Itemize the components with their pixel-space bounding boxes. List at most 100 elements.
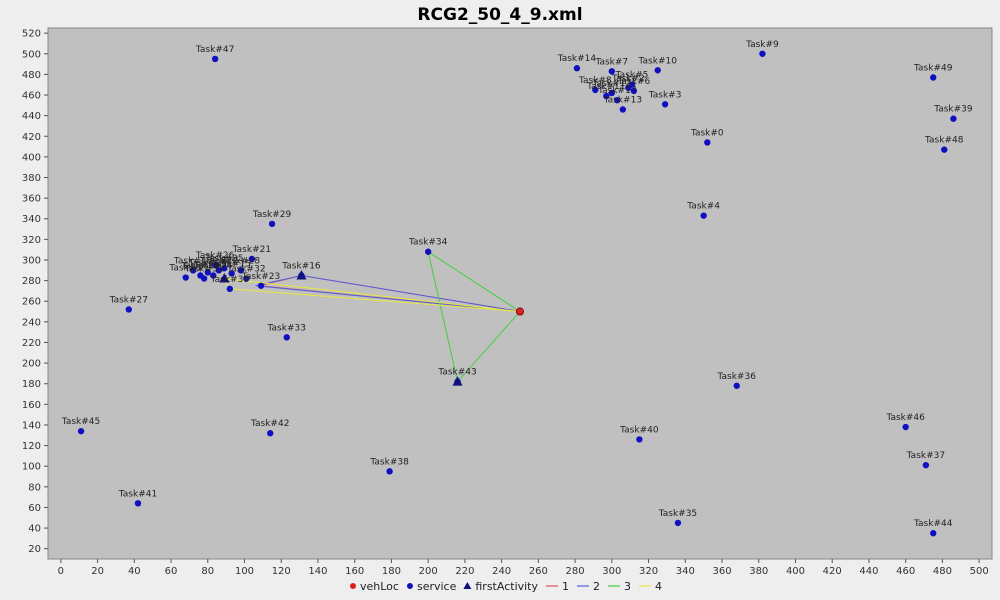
task-label: Task#35 <box>658 509 697 519</box>
x-tick-label: 140 <box>308 566 327 577</box>
y-tick-label: 420 <box>22 132 41 143</box>
service-point <box>608 68 616 75</box>
y-tick-label: 220 <box>22 338 41 349</box>
legend-swatch <box>350 583 356 589</box>
service-point <box>930 74 937 81</box>
service-point <box>603 92 610 100</box>
task-label: Task#46 <box>885 413 925 423</box>
y-tick-label: 160 <box>22 400 41 411</box>
service-point <box>386 468 393 475</box>
service-point <box>283 334 290 341</box>
service-point <box>654 67 661 74</box>
x-tick-label: 480 <box>933 566 952 577</box>
legend-label: 4 <box>655 580 662 593</box>
service-point <box>922 461 930 469</box>
task-label: Task#48 <box>924 136 964 146</box>
service-point <box>257 282 265 289</box>
route-lines <box>223 250 521 383</box>
task-label: Task#39 <box>933 105 973 115</box>
y-tick-label: 140 <box>22 420 41 431</box>
task-label: Task#18 <box>173 256 213 266</box>
first-activity-marker <box>296 269 307 280</box>
x-tick-label: 0 <box>58 566 64 577</box>
task-label: Task#7 <box>594 57 628 67</box>
service-point <box>204 269 211 276</box>
service-point <box>619 106 627 113</box>
x-tick-label: 280 <box>566 566 585 577</box>
task-label: Task#49 <box>913 63 953 73</box>
legend-label: vehLoc <box>360 580 399 593</box>
legend: vehLoc service firstActivity 1 2 3 4 <box>350 580 662 593</box>
x-tick-label: 460 <box>896 566 915 577</box>
task-label: Task#11 <box>586 82 625 92</box>
service-point <box>704 139 711 146</box>
task-label: Task#14 <box>557 54 597 64</box>
y-tick-label: 80 <box>28 482 41 493</box>
task-label: Task#12 <box>592 79 631 89</box>
x-tick-label: 300 <box>602 566 621 577</box>
x-tick-label: 380 <box>749 566 768 577</box>
task-label: Task#9 <box>745 40 779 50</box>
task-label: Task#44 <box>913 519 953 529</box>
service-point <box>700 212 707 219</box>
y-tick-label: 100 <box>22 462 41 473</box>
task-label: Task#41 <box>118 489 157 499</box>
task-label: Task#32 <box>226 265 265 275</box>
service-point <box>189 267 197 274</box>
task-label: Task#33 <box>267 323 306 333</box>
task-points <box>77 50 957 537</box>
service-point <box>630 87 638 95</box>
service-point <box>215 267 223 274</box>
service-point <box>267 430 274 437</box>
legend-swatch <box>406 583 413 589</box>
service-point <box>424 248 432 255</box>
y-tick-label: 40 <box>28 524 41 535</box>
task-label: Task#29 <box>252 210 292 220</box>
service-point <box>941 146 948 153</box>
x-tick-label: 400 <box>786 566 805 577</box>
service-point <box>125 306 133 313</box>
service-point <box>930 530 937 537</box>
service-point <box>134 500 142 507</box>
task-label: Task#24 <box>193 261 233 271</box>
y-tick-label: 320 <box>22 235 41 246</box>
service-point <box>268 220 276 228</box>
y-tick-label: 120 <box>22 441 41 452</box>
x-tick-label: 200 <box>419 566 438 577</box>
plot-area <box>47 27 993 560</box>
service-point <box>733 382 740 389</box>
task-label: Task#43 <box>437 368 476 378</box>
task-label: Task#10 <box>638 56 678 66</box>
y-tick-label: 480 <box>22 70 41 81</box>
task-label: Task#16 <box>281 261 321 271</box>
legend-label: 3 <box>624 580 631 593</box>
service-point <box>200 275 208 282</box>
x-tick-label: 320 <box>639 566 658 577</box>
service-point <box>248 255 256 263</box>
service-point <box>674 519 682 527</box>
x-tick-label: 40 <box>128 566 141 577</box>
legend-label: firstActivity <box>475 580 538 593</box>
task-label: Task#21 <box>232 245 271 255</box>
y-tick-label: 260 <box>22 297 41 308</box>
task-label: Task#26 <box>195 251 235 261</box>
service-point <box>573 65 581 72</box>
service-point <box>211 55 219 63</box>
x-tick-label: 220 <box>455 566 474 577</box>
service-point <box>77 427 85 435</box>
service-point <box>182 274 189 281</box>
service-point <box>608 89 616 97</box>
task-label: Task#0 <box>690 128 724 138</box>
task-label: Task#3 <box>648 90 682 100</box>
task-label: Task#28 <box>221 256 261 266</box>
service-point <box>625 84 632 92</box>
task-label: Task#17 <box>597 86 636 96</box>
task-label: Task#5 <box>615 71 649 81</box>
y-tick-label: 440 <box>22 111 41 122</box>
task-label: Task#40 <box>619 425 659 435</box>
route-line <box>427 250 521 383</box>
y-tick-label: 20 <box>28 544 41 555</box>
task-label: Task#34 <box>408 238 448 248</box>
legend-label: service <box>417 580 457 593</box>
x-tick-label: 20 <box>91 566 104 577</box>
